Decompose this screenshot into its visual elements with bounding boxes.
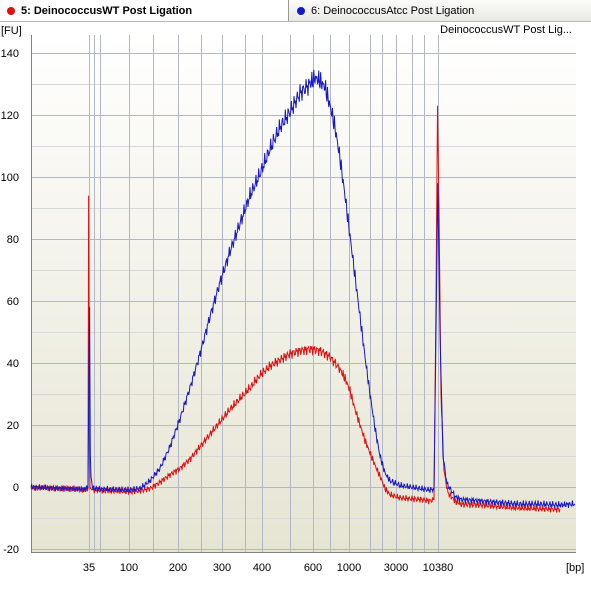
- y-axis-label: [FU]: [1, 25, 22, 37]
- x-tick-label: 1000: [337, 562, 361, 574]
- tab-sample-6[interactable]: 6: DeinococcusAtcc Post Ligation: [290, 0, 591, 21]
- x-tick-label: 200: [169, 562, 187, 574]
- y-tick-label: 80: [7, 234, 19, 246]
- plot-area: [31, 35, 576, 552]
- x-tick-label: 100: [120, 562, 138, 574]
- x-axis-label: [bp]: [566, 562, 584, 574]
- sample-5-dot-icon: [7, 6, 15, 15]
- x-tick-labels: 35 100 200 300 400 600 1000 3000 10380: [83, 562, 453, 574]
- sample-tab-bar: 5: DeinococcusWT Post Ligation 6: Deinoc…: [0, 0, 591, 22]
- x-tick-label: 10380: [423, 562, 454, 574]
- tab-sample-5[interactable]: 5: DeinococcusWT Post Ligation: [0, 0, 289, 21]
- x-tick-label: 3000: [384, 562, 408, 574]
- y-tick-label: 40: [7, 358, 19, 370]
- series-sample-6-line: [30, 69, 576, 509]
- x-tick-label: 400: [253, 562, 271, 574]
- x-tick-label: 300: [213, 562, 231, 574]
- x-tick-label: 600: [304, 562, 322, 574]
- y-tick-label: 140: [1, 48, 19, 60]
- x-tick-label: 35: [83, 562, 95, 574]
- electropherogram-chart: -20 0 20 40 60 80 100 120 140 35 100 200 300 400 600 1…: [0, 22, 591, 586]
- series-group: [30, 69, 576, 513]
- y-tick-label: 100: [1, 172, 19, 184]
- tab-sample-6-label: 6: DeinococcusAtcc Post Ligation: [311, 4, 475, 17]
- tab-sample-5-label: 5: DeinococcusWT Post Ligation: [21, 4, 193, 17]
- axes: [31, 35, 576, 553]
- y-tick-label: -20: [3, 544, 19, 556]
- y-tick-label: 0: [13, 482, 19, 494]
- y-tick-label: 60: [7, 296, 19, 308]
- y-tick-label: 20: [7, 420, 19, 432]
- sample-6-dot-icon: [297, 6, 305, 15]
- chart-svg: -20 0 20 40 60 80 100 120 140 35 100 200 300 400 600 1…: [0, 22, 591, 586]
- chart-legend-label: DeinococcusWT Post Lig...: [440, 24, 572, 36]
- y-tick-labels: -20 0 20 40 60 80 100 120 140: [1, 48, 19, 556]
- y-tick-label: 120: [1, 110, 19, 122]
